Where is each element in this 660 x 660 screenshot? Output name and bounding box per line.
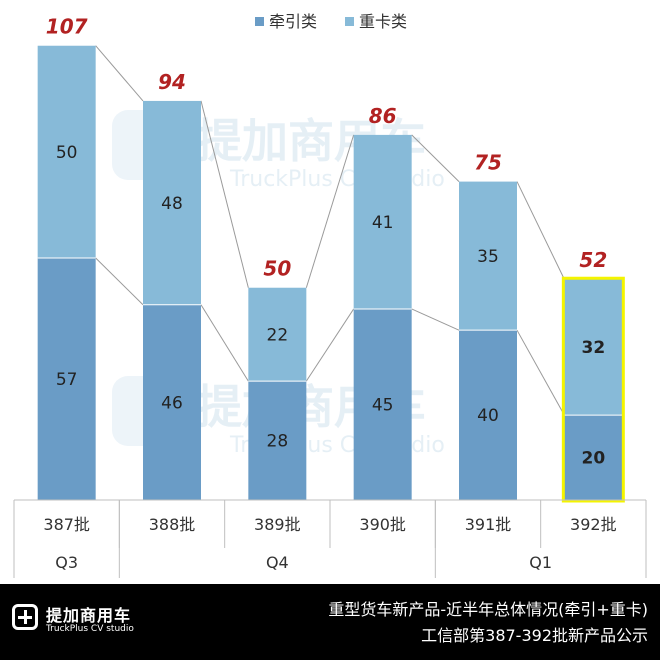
segment-value-label: 35 xyxy=(477,247,499,267)
x-group-label: Q4 xyxy=(266,553,289,572)
x-tick-label: 390批 xyxy=(359,515,406,534)
footer-logo-text: 提加商用车 xyxy=(46,606,132,625)
highlight-frame xyxy=(561,276,625,503)
segment-value-label: 32 xyxy=(581,338,605,358)
bar-segment-tractor xyxy=(248,381,307,500)
top-connector-line xyxy=(200,100,249,288)
segment-value-label: 28 xyxy=(267,432,289,452)
bar-segment-truck xyxy=(248,287,307,382)
total-value-label: 52 xyxy=(579,248,607,272)
footer-logo-subtext: TruckPlus CV studio xyxy=(46,624,134,634)
mid-connector-line xyxy=(305,308,355,382)
top-connector-line xyxy=(411,134,460,182)
total-value-label: 94 xyxy=(158,70,186,94)
segment-value-label: 45 xyxy=(372,395,394,415)
total-value-label: 50 xyxy=(263,257,291,281)
total-value-label: 75 xyxy=(474,151,502,175)
segment-value-label: 41 xyxy=(372,213,394,233)
legend-swatch xyxy=(345,17,354,26)
bar-segment-tractor xyxy=(353,308,412,500)
bar-segment-tractor xyxy=(564,415,623,500)
top-connector-line xyxy=(95,45,144,102)
top-connector-line xyxy=(516,181,565,280)
bar-segment-truck xyxy=(353,134,412,309)
top-connector-line xyxy=(305,134,355,288)
legend-entry: 重卡类 xyxy=(359,12,407,31)
bar-segment-truck xyxy=(564,279,623,416)
x-group-label: Q1 xyxy=(529,553,552,572)
total-value-label: 107 xyxy=(46,15,88,39)
legend-entry: 牵引类 xyxy=(269,12,317,31)
bar-segment-tractor xyxy=(37,258,96,500)
segment-value-label: 40 xyxy=(477,406,499,426)
x-tick-label: 392批 xyxy=(570,515,617,534)
bar-segment-truck xyxy=(459,181,517,331)
x-tick-label: 391批 xyxy=(465,515,512,534)
footer-caption-line1: 重型货车新产品-近半年总体情况(牵引+重卡) xyxy=(328,600,648,619)
mid-connector-line xyxy=(411,308,460,331)
bar-segment-tractor xyxy=(143,304,201,500)
bar-segment-truck xyxy=(37,45,96,259)
segment-value-label: 20 xyxy=(581,449,605,469)
segment-value-label: 46 xyxy=(161,393,183,413)
mid-connector-line xyxy=(200,304,249,382)
segment-value-label: 57 xyxy=(56,370,78,390)
legend-swatch xyxy=(255,17,264,26)
x-tick-label: 389批 xyxy=(254,515,301,534)
segment-value-label: 48 xyxy=(161,194,183,214)
x-group-label: Q3 xyxy=(55,553,78,572)
segment-value-label: 22 xyxy=(267,325,289,345)
x-tick-label: 387批 xyxy=(43,515,90,534)
footer-bar: 提加商用车 TruckPlus CV studio 重型货车新产品-近半年总体情… xyxy=(0,584,660,660)
bar-segment-truck xyxy=(143,100,201,305)
total-value-label: 86 xyxy=(369,104,397,128)
mid-connector-line xyxy=(95,257,144,306)
mid-connector-line xyxy=(516,329,565,416)
footer-caption-line2: 工信部第387-392批新产品公示 xyxy=(421,626,648,645)
bar-segment-tractor xyxy=(459,330,517,500)
truckplus-logo-icon xyxy=(12,604,38,630)
x-tick-label: 388批 xyxy=(149,515,196,534)
segment-value-label: 50 xyxy=(56,143,78,163)
